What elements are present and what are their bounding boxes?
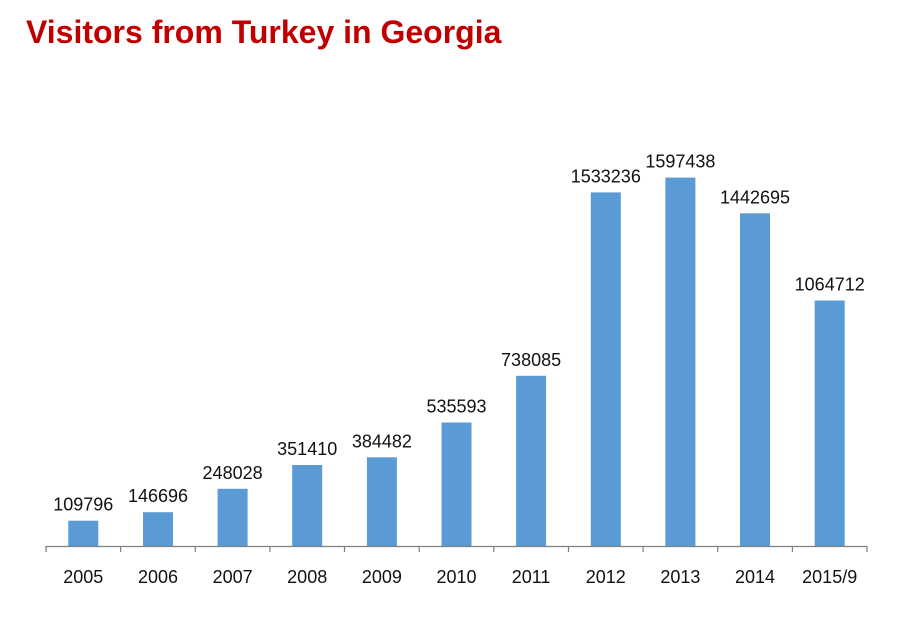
value-labels-layer: 109796 146696 248028 351410 384482 535593 7380… <box>53 152 864 515</box>
x-tick-label-2014: 2014 <box>735 567 775 587</box>
bar-2011 <box>516 375 547 546</box>
x-tick-label-2010: 2010 <box>436 567 476 587</box>
bar-2013 <box>665 177 696 546</box>
bar-2010 <box>441 422 472 546</box>
x-tick-label-2005: 2005 <box>63 567 103 587</box>
chart-title: Visitors from Turkey in Georgia <box>26 14 502 50</box>
x-tick-label-2012: 2012 <box>586 567 626 587</box>
x-tick-label-2013: 2013 <box>660 567 700 587</box>
value-label-2011: 738085 <box>501 350 561 370</box>
bars-layer <box>68 177 845 547</box>
value-label-2007: 248028 <box>203 463 263 483</box>
value-label-2006: 146696 <box>128 486 188 506</box>
x-tick-label-2009: 2009 <box>362 567 402 587</box>
bar-2012 <box>590 192 621 546</box>
value-label-2013: 1597438 <box>645 152 715 172</box>
x-tick-label-2015/9: 2015/9 <box>802 567 857 587</box>
bar-2009 <box>366 457 397 546</box>
value-label-2008: 351410 <box>277 439 337 459</box>
bar-2014 <box>740 213 770 547</box>
x-tick-label-2007: 2007 <box>213 567 253 587</box>
value-label-2014: 1442695 <box>720 187 790 207</box>
value-label-2015/9: 1064712 <box>795 275 865 295</box>
value-label-2005: 109796 <box>53 495 113 515</box>
value-label-2010: 535593 <box>426 397 486 417</box>
bar-2008 <box>292 465 323 546</box>
bar-2007 <box>217 488 248 546</box>
x-tick-label-2011: 2011 <box>512 567 551 587</box>
bar-2015/9 <box>814 300 845 546</box>
x-tick-label-2008: 2008 <box>287 567 327 587</box>
x-tick-label-2006: 2006 <box>138 567 178 587</box>
value-label-2012: 1533236 <box>571 166 641 186</box>
bar-2006 <box>143 512 173 546</box>
bar-2005 <box>68 520 99 546</box>
x-axis: 2005 2006 2007 2008 2009 2010 2011 2012 2013 2014… <box>45 545 868 587</box>
value-label-2009: 384482 <box>352 431 412 451</box>
